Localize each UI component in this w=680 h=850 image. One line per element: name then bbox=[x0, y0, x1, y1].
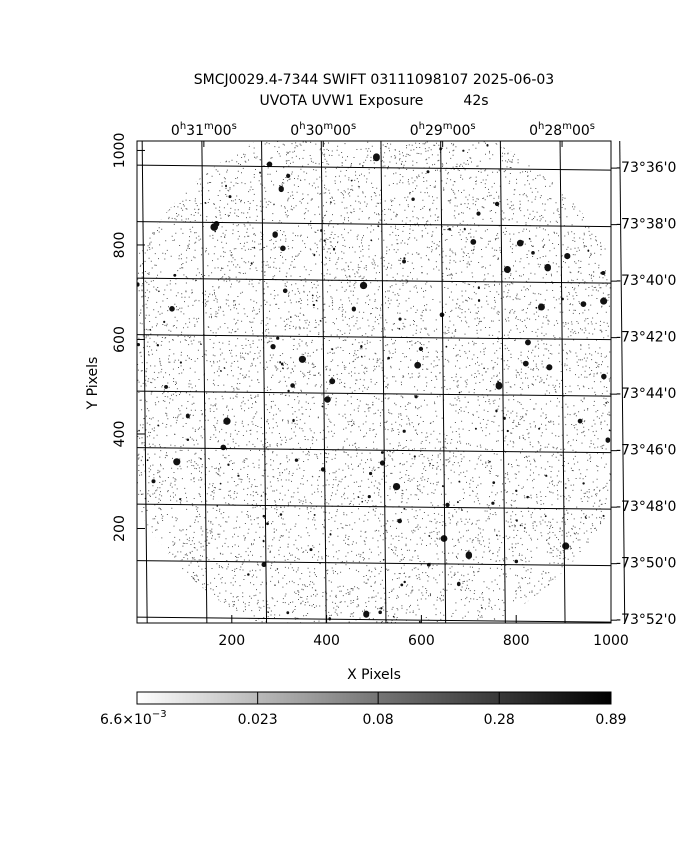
x-tick-label: 400 bbox=[313, 633, 340, 649]
y-tick-label: 200 bbox=[112, 515, 128, 542]
y-axis-label: Y Pixels bbox=[85, 357, 101, 411]
minor-grid-line bbox=[499, 140, 506, 624]
x-tick-label: 1000 bbox=[593, 633, 629, 649]
grid-line bbox=[136, 447, 612, 454]
x-tick-label: 800 bbox=[503, 633, 530, 649]
grid-line bbox=[136, 334, 612, 341]
grid-line bbox=[136, 277, 612, 284]
grid-line bbox=[136, 616, 612, 623]
colorbar-tick-label: 0.08 bbox=[363, 712, 394, 728]
x2-tick-label: 0h28m00s bbox=[529, 121, 595, 139]
minor-grid-line bbox=[141, 140, 148, 624]
y-tick-label: 1000 bbox=[112, 133, 128, 169]
colorbar-tick-label: 0.89 bbox=[595, 712, 626, 728]
y-tick-label: 800 bbox=[112, 232, 128, 259]
grid-line bbox=[559, 140, 566, 624]
y2-tick-label: -73°40'0 bbox=[616, 273, 676, 289]
coordinate-grid bbox=[136, 140, 626, 624]
x2-tick-label: 0h30m00s bbox=[290, 121, 356, 139]
image bbox=[137, 141, 611, 623]
noise bbox=[137, 141, 611, 623]
grid-line bbox=[136, 221, 612, 228]
y2-tick-label: -73°42'0 bbox=[616, 330, 676, 346]
colorbar-tick-label: 0.023 bbox=[238, 712, 278, 728]
y2-tick-label: -73°44'0 bbox=[616, 386, 676, 402]
grid-line bbox=[136, 503, 612, 510]
grid-line bbox=[201, 140, 208, 624]
grid-line bbox=[440, 140, 447, 624]
y2-tick-label: -73°38'0 bbox=[616, 217, 676, 233]
field bbox=[137, 141, 611, 623]
chart-subtitle: UVOTA UVW1 Exposure 42s bbox=[259, 93, 488, 109]
stars bbox=[137, 142, 611, 623]
grid-line bbox=[320, 140, 327, 624]
colorbar bbox=[136, 691, 612, 705]
grid-line bbox=[136, 390, 612, 397]
x-tick-label: 600 bbox=[408, 633, 435, 649]
y2-tick-label: -73°36'0 bbox=[616, 160, 676, 176]
minor-grid-line bbox=[380, 140, 387, 624]
x-axis-label: X Pixels bbox=[347, 667, 401, 683]
plot-frame bbox=[136, 140, 612, 624]
grid-line bbox=[136, 560, 612, 567]
grid-line bbox=[136, 164, 612, 171]
x2-tick-label: 0h31m00s bbox=[171, 121, 237, 139]
y-tick-label: 400 bbox=[112, 421, 128, 448]
y2-tick-label: -73°46'0 bbox=[616, 443, 676, 459]
minor-grid-line bbox=[619, 140, 626, 624]
y-tick-label: 600 bbox=[112, 326, 128, 353]
x2-tick-label: 0h29m00s bbox=[410, 121, 476, 139]
y2-tick-label: -73°48'0 bbox=[616, 499, 676, 515]
colorbar-tick-label: 6.6×10−3 bbox=[100, 709, 167, 728]
minor-grid-line bbox=[261, 140, 268, 624]
colorbar-tick-label: 0.28 bbox=[484, 712, 515, 728]
y2-tick-label: -73°50'0 bbox=[616, 556, 676, 572]
x-tick-label: 200 bbox=[218, 633, 245, 649]
chart-title: SMCJ0029.4-7344 SWIFT 03111098107 2025-0… bbox=[194, 72, 554, 88]
y2-tick-label: -73°52'0 bbox=[616, 612, 676, 628]
